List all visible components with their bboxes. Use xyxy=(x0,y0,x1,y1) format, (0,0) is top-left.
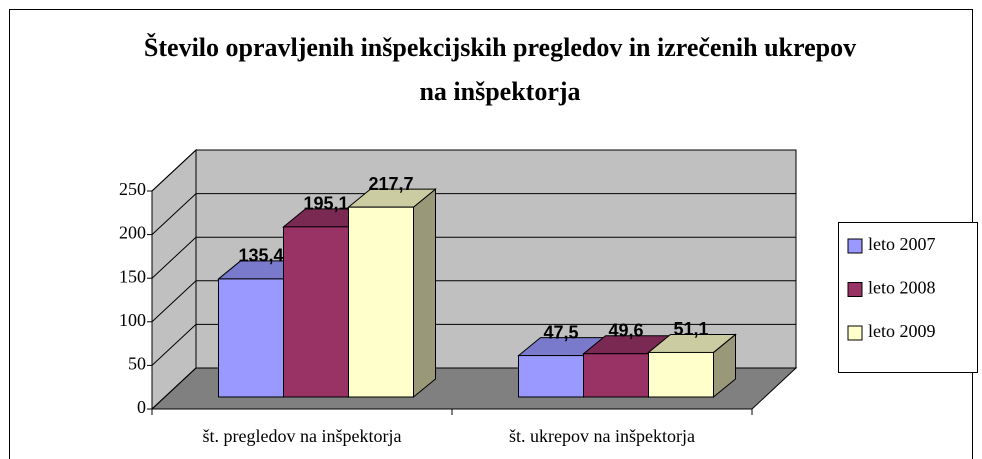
y-tick-label: 250 xyxy=(119,179,146,199)
grid-line xyxy=(151,280,796,323)
value-label: 217,7 xyxy=(368,174,413,194)
side-wall xyxy=(151,148,197,411)
grid-line xyxy=(151,149,796,192)
bar-side xyxy=(413,188,436,399)
legend-swatch xyxy=(847,325,863,341)
value-label: 49,6 xyxy=(608,320,643,340)
legend-label: leto 2009 xyxy=(868,321,936,341)
legend-swatch xyxy=(847,238,863,254)
value-label: 47,5 xyxy=(543,322,578,342)
legend-label: leto 2008 xyxy=(868,278,936,298)
bar xyxy=(518,355,584,398)
bar xyxy=(283,226,349,398)
bar xyxy=(218,278,284,398)
grid-line xyxy=(151,193,796,235)
y-tick-label: 0 xyxy=(137,397,146,417)
value-label: 135,4 xyxy=(238,246,283,266)
bar xyxy=(648,351,714,398)
grid-line xyxy=(151,323,796,366)
x-tick-label: št. ukrepov na inšpektorja xyxy=(509,426,695,446)
bar xyxy=(583,353,649,398)
grid-line xyxy=(151,236,796,279)
x-tick-label: št. pregledov na inšpektorja xyxy=(203,426,402,446)
y-tick-label: 150 xyxy=(119,266,146,286)
value-label: 195,1 xyxy=(303,194,348,214)
legend-label: leto 2007 xyxy=(868,234,936,254)
bar xyxy=(348,206,414,398)
y-tick-label: 200 xyxy=(119,223,146,243)
legend-swatch xyxy=(847,282,863,297)
value-label: 51,1 xyxy=(673,319,708,339)
y-tick-label: 100 xyxy=(119,310,146,330)
y-tick-label: 50 xyxy=(128,354,146,374)
chart-title: Število opravljenih inšpekcijskih pregle… xyxy=(143,33,857,106)
